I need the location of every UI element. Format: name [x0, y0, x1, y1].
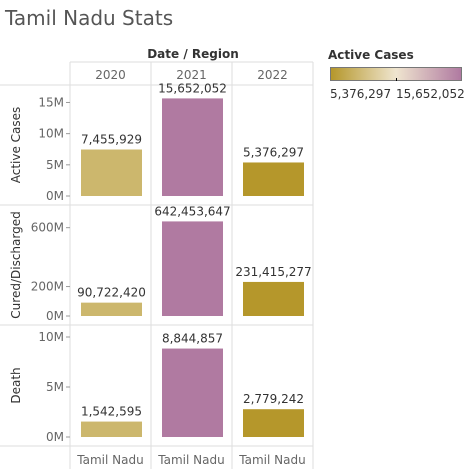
row-header-death: Death [9, 367, 23, 403]
year-header-2020: 2020 [95, 68, 126, 82]
data-label: 5,376,297 [243, 145, 304, 159]
y-tick-label: 0M [46, 309, 64, 323]
y-tick-label: 200M [31, 280, 64, 294]
y-tick-label: 5M [46, 158, 64, 172]
data-label: 2,779,242 [243, 392, 304, 406]
bar-cured-discharged-2020[interactable] [81, 302, 142, 316]
column-header: Date / Region [147, 47, 239, 61]
bar-chart-panel: Date / Region 2020 2021 2022 Active Cases 0M… [0, 47, 314, 469]
data-label: 1,542,595 [81, 405, 142, 419]
legend-min-label: 5,376,297 [330, 87, 392, 101]
row-header-cured-discharged: Cured/Discharged [9, 211, 23, 318]
bar-cured-discharged-2021[interactable] [162, 221, 223, 316]
legend-max-label: 15,652,052 [396, 87, 465, 101]
bar-active-cases-2022[interactable] [243, 162, 304, 196]
y-tick-label: 10M [38, 330, 64, 344]
data-label: 231,415,277 [235, 265, 311, 279]
region-label: Tamil Nadu [238, 453, 305, 467]
region-label: Tamil Nadu [157, 453, 224, 467]
year-header-2022: 2022 [257, 68, 288, 82]
y-tick-label: 0M [46, 430, 64, 444]
y-tick-label: 600M [31, 221, 64, 235]
bar-cured-discharged-2022[interactable] [243, 281, 304, 316]
page-title: Tamil Nadu Stats [5, 6, 174, 30]
bar-active-cases-2020[interactable] [81, 149, 142, 196]
row-header-active-cases: Active Cases [9, 107, 23, 184]
data-label: 90,722,420 [77, 286, 146, 300]
data-label: 7,455,929 [81, 133, 142, 147]
y-tick-label: 5M [46, 380, 64, 394]
y-tick-label: 10M [38, 127, 64, 141]
data-label: 15,652,052 [158, 81, 227, 95]
y-tick-label: 15M [38, 95, 64, 109]
data-label: 642,453,647 [154, 204, 230, 218]
data-label: 8,844,857 [162, 332, 223, 346]
bar-death-2020[interactable] [81, 421, 142, 437]
y-tick-label: 0M [46, 189, 64, 203]
legend-marker [396, 78, 397, 81]
bar-death-2021[interactable] [162, 348, 223, 437]
bar-active-cases-2021[interactable] [162, 98, 223, 196]
bar-death-2022[interactable] [243, 409, 304, 437]
region-label: Tamil Nadu [76, 453, 143, 467]
year-header-2021: 2021 [176, 68, 207, 82]
legend-title: Active Cases [328, 48, 414, 62]
